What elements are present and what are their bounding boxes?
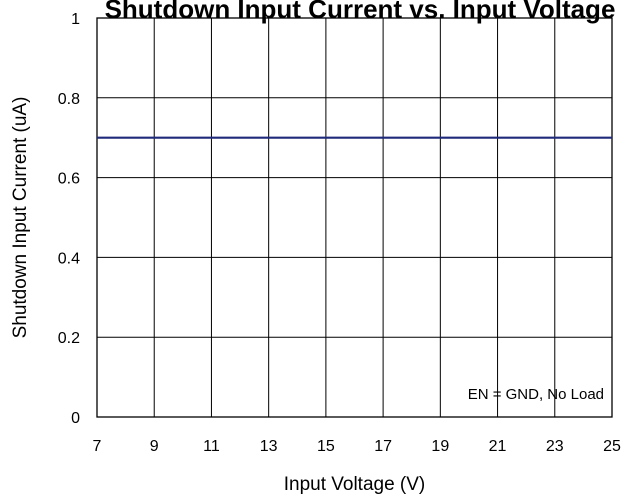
- x-tick-label: 9: [150, 438, 159, 455]
- x-tick-label: 19: [431, 438, 449, 455]
- y-tick-label: 1: [71, 11, 80, 28]
- grid: [97, 18, 612, 417]
- chart-title: Shutdown Input Current vs. Input Voltage: [105, 0, 616, 24]
- chart-annotation: EN = GND, No Load: [468, 386, 604, 403]
- y-tick-label: 0.2: [58, 330, 80, 347]
- x-tick-label: 25: [603, 438, 621, 455]
- x-tick-label: 23: [546, 438, 564, 455]
- x-axis-label: Input Voltage (V): [284, 474, 426, 495]
- y-axis-label: Shutdown Input Current (uA): [10, 97, 31, 339]
- y-tick-label: 0: [71, 410, 80, 427]
- plot-area-frame: [96, 17, 613, 418]
- y-axis-ticks: 0 0.2 0.4 0.6 0.8 1: [58, 11, 80, 427]
- x-tick-label: 17: [374, 438, 392, 455]
- y-tick-label: 0.6: [58, 171, 80, 188]
- x-axis-ticks: 7 9 11 13 15 17 19 21 23 25: [93, 438, 621, 455]
- x-tick-label: 13: [260, 438, 278, 455]
- x-tick-label: 11: [203, 438, 220, 455]
- x-tick-label: 7: [93, 438, 102, 455]
- x-tick-label: 15: [317, 438, 335, 455]
- y-tick-label: 0.4: [58, 250, 80, 267]
- x-tick-label: 21: [489, 438, 507, 455]
- y-tick-label: 0.8: [58, 91, 80, 108]
